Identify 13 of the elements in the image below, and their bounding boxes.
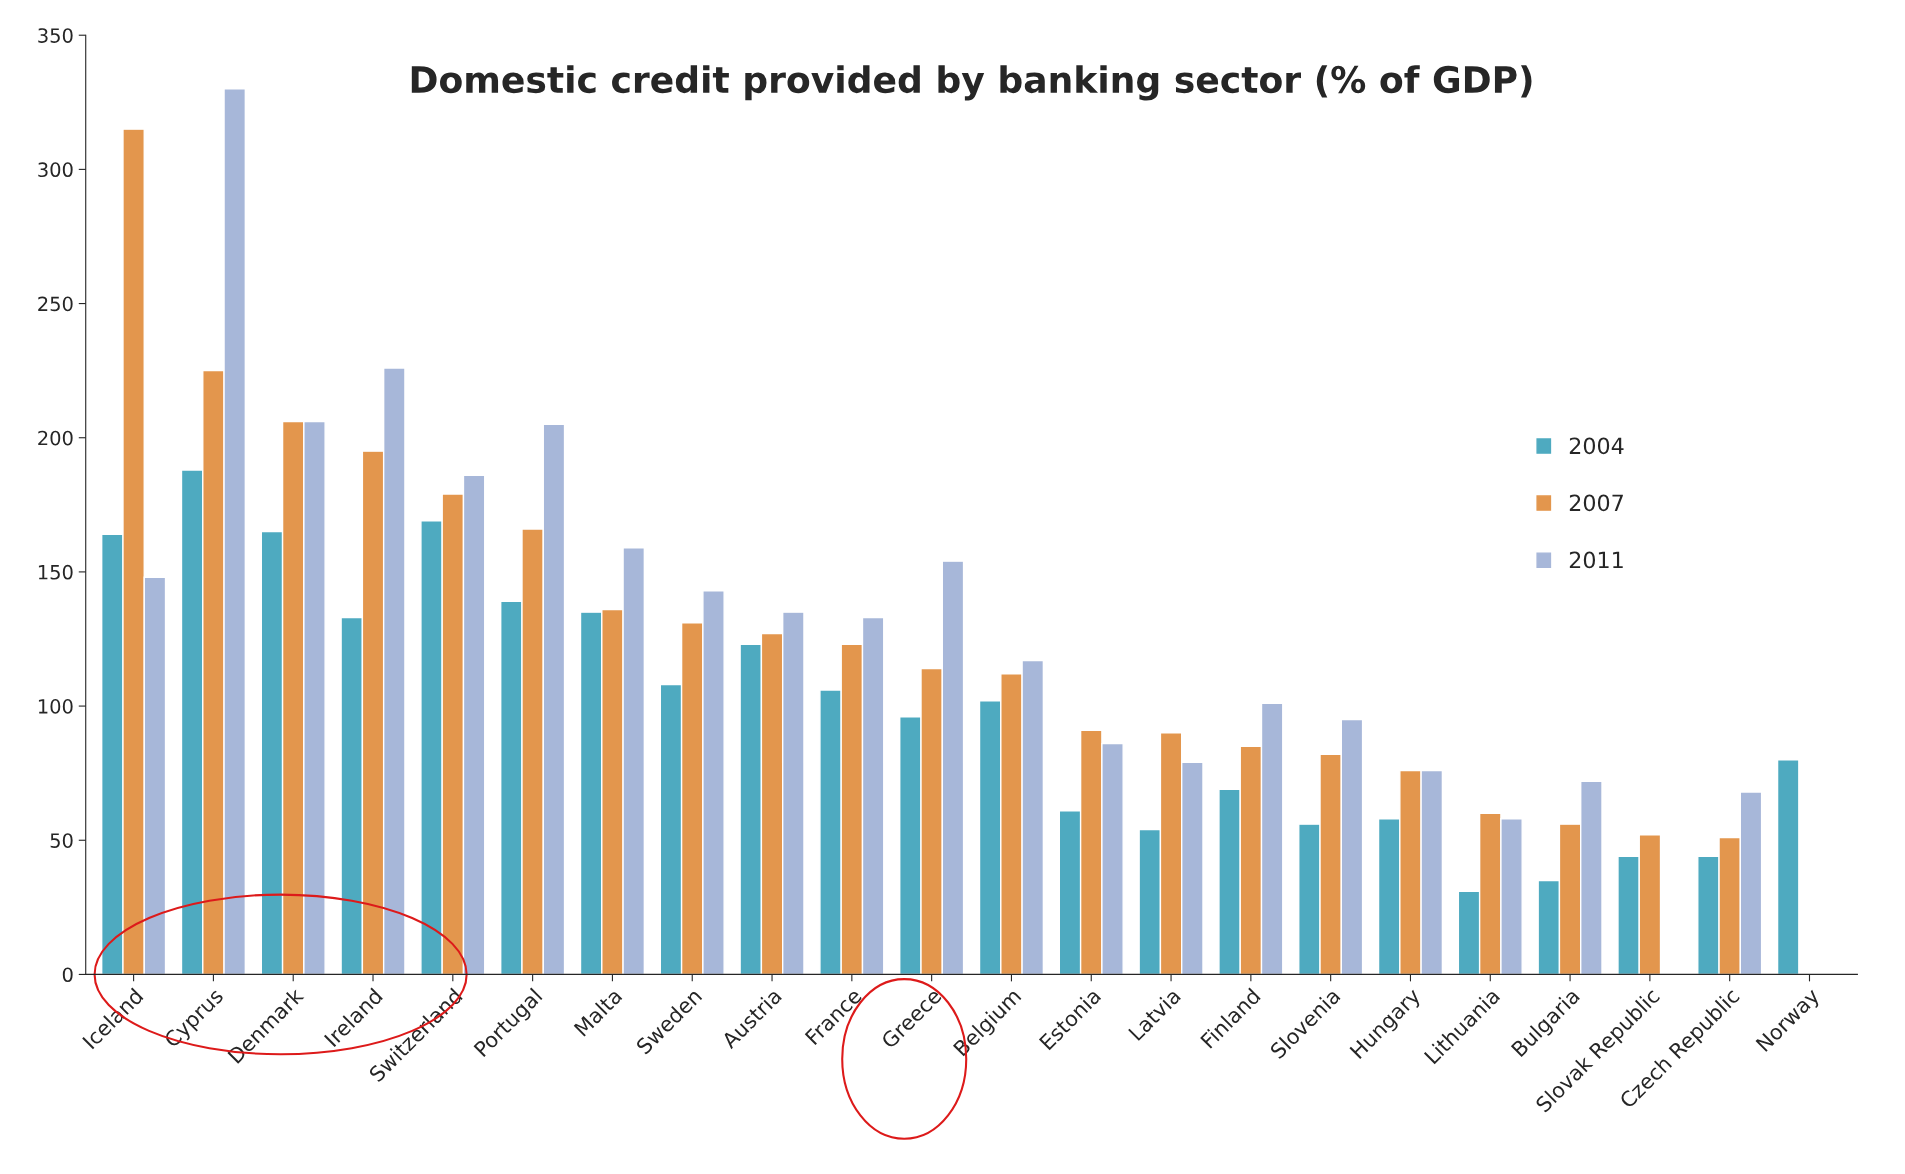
y-tick-label: 100 (38, 699, 73, 714)
y-tick-label: 200 (38, 430, 73, 446)
legend-label: 2004 (1569, 437, 1624, 455)
y-tick-label: 300 (38, 162, 73, 178)
legend-label: 2011 (1569, 551, 1623, 569)
y-tick-label: 250 (38, 296, 73, 312)
legend-label: 2007 (1569, 494, 1623, 512)
bar (1776, 759, 1800, 975)
y-tick-label: 0 (62, 967, 73, 983)
y-tick-label: 50 (50, 833, 73, 848)
y-tick-label: 350 (38, 28, 73, 43)
y-tick-label: 150 (38, 564, 73, 580)
text: Domestic credit provided by banking sector (% of GDP) (411, 65, 1532, 101)
